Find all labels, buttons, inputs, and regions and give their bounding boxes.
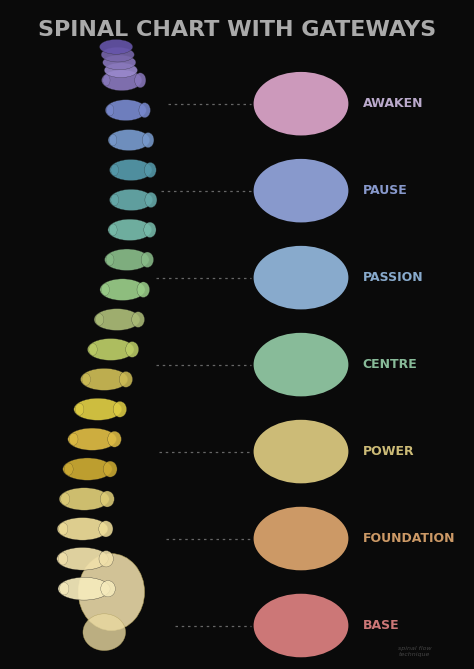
Text: FOUNDATION: FOUNDATION xyxy=(363,532,455,545)
Ellipse shape xyxy=(58,553,68,565)
Ellipse shape xyxy=(88,339,134,361)
Ellipse shape xyxy=(69,433,78,446)
Ellipse shape xyxy=(95,314,104,326)
Ellipse shape xyxy=(103,74,110,86)
Text: PASSION: PASSION xyxy=(363,271,423,284)
Ellipse shape xyxy=(59,522,68,535)
Ellipse shape xyxy=(57,518,108,540)
Ellipse shape xyxy=(82,373,91,385)
Ellipse shape xyxy=(99,520,113,537)
Ellipse shape xyxy=(101,284,109,296)
Ellipse shape xyxy=(132,312,145,327)
Ellipse shape xyxy=(113,401,127,417)
Ellipse shape xyxy=(145,163,156,177)
Ellipse shape xyxy=(109,159,152,181)
Ellipse shape xyxy=(94,308,140,330)
Ellipse shape xyxy=(101,581,115,597)
Ellipse shape xyxy=(111,194,118,206)
Ellipse shape xyxy=(254,507,348,570)
Ellipse shape xyxy=(141,252,154,268)
Ellipse shape xyxy=(99,551,113,567)
Ellipse shape xyxy=(144,222,156,237)
Ellipse shape xyxy=(109,134,117,146)
Ellipse shape xyxy=(100,279,145,300)
Ellipse shape xyxy=(103,55,136,70)
Ellipse shape xyxy=(100,491,114,507)
Ellipse shape xyxy=(142,132,154,148)
Ellipse shape xyxy=(109,189,153,211)
Text: spinal flow
technique: spinal flow technique xyxy=(398,646,431,657)
Ellipse shape xyxy=(64,463,73,475)
Ellipse shape xyxy=(61,493,70,505)
Ellipse shape xyxy=(105,249,149,270)
Ellipse shape xyxy=(83,614,126,650)
Ellipse shape xyxy=(145,192,157,207)
Ellipse shape xyxy=(103,461,117,477)
Ellipse shape xyxy=(81,369,128,390)
Ellipse shape xyxy=(100,39,133,54)
Ellipse shape xyxy=(254,72,348,136)
Ellipse shape xyxy=(108,432,121,447)
Ellipse shape xyxy=(106,254,114,266)
Ellipse shape xyxy=(109,224,117,235)
Ellipse shape xyxy=(254,594,348,657)
Text: POWER: POWER xyxy=(363,445,414,458)
Ellipse shape xyxy=(58,577,110,600)
Ellipse shape xyxy=(60,583,69,595)
Text: CENTRE: CENTRE xyxy=(363,358,418,371)
Ellipse shape xyxy=(89,343,97,355)
Ellipse shape xyxy=(101,47,134,62)
Text: PAUSE: PAUSE xyxy=(363,184,407,197)
Ellipse shape xyxy=(254,159,348,222)
Ellipse shape xyxy=(104,63,137,78)
Ellipse shape xyxy=(74,398,122,420)
Ellipse shape xyxy=(107,104,114,116)
Ellipse shape xyxy=(101,70,142,90)
Ellipse shape xyxy=(126,342,139,357)
Ellipse shape xyxy=(75,403,84,415)
Ellipse shape xyxy=(137,282,150,298)
Ellipse shape xyxy=(78,554,145,630)
Ellipse shape xyxy=(105,100,146,120)
Text: SPINAL CHART WITH GATEWAYS: SPINAL CHART WITH GATEWAYS xyxy=(38,20,436,40)
Ellipse shape xyxy=(119,371,133,387)
Text: AWAKEN: AWAKEN xyxy=(363,97,423,110)
Text: BASE: BASE xyxy=(363,619,399,632)
Ellipse shape xyxy=(63,458,112,480)
Ellipse shape xyxy=(135,73,146,88)
Ellipse shape xyxy=(254,246,348,309)
Ellipse shape xyxy=(57,547,108,570)
Ellipse shape xyxy=(108,219,152,240)
Ellipse shape xyxy=(254,332,348,396)
Ellipse shape xyxy=(59,488,109,510)
Ellipse shape xyxy=(68,428,117,450)
Ellipse shape xyxy=(254,420,348,483)
Ellipse shape xyxy=(111,164,118,176)
Ellipse shape xyxy=(108,130,150,151)
Ellipse shape xyxy=(139,102,150,118)
